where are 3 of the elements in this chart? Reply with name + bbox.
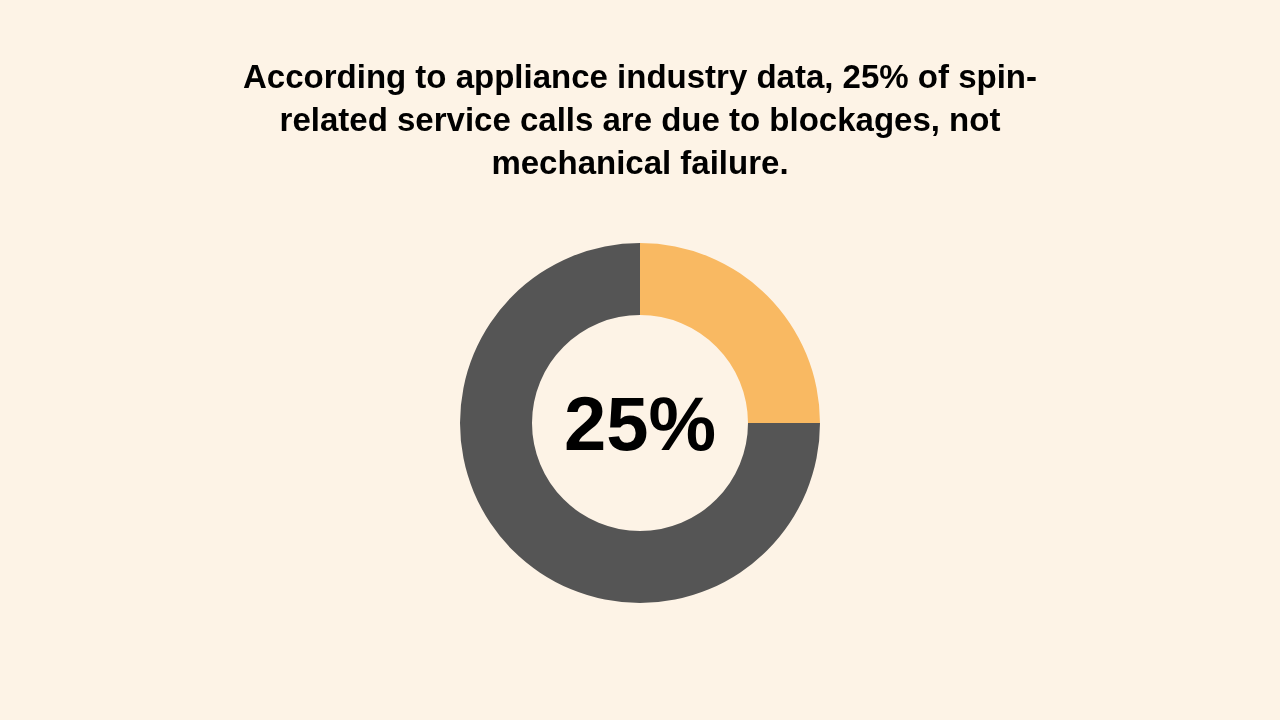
chart-title: According to appliance industry data, 25% of spin-related service calls are due to blockages, not mechanical failure. <box>243 58 1037 181</box>
text: 25% <box>564 381 717 466</box>
donut-slice <box>460 243 820 603</box>
